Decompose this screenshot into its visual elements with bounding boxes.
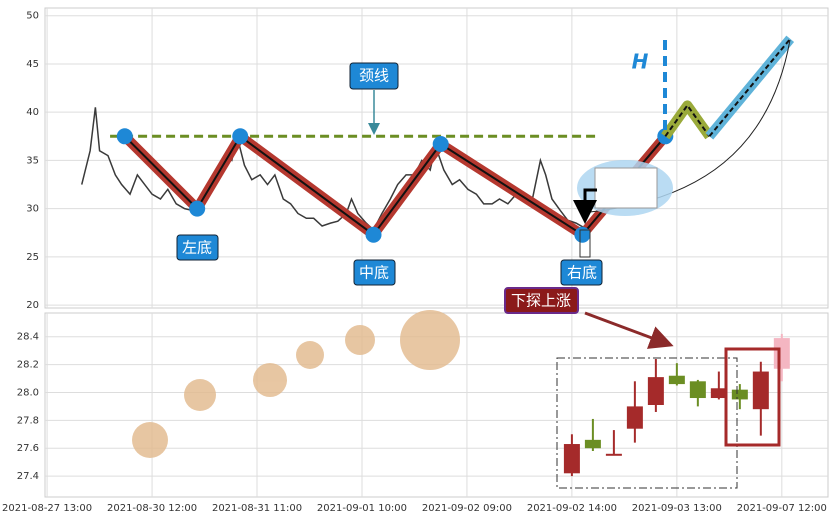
annotation: 颈线 — [359, 67, 389, 85]
candle-body — [731, 389, 748, 400]
pattern-point — [432, 136, 449, 153]
label-box — [504, 287, 579, 314]
box — [724, 347, 781, 447]
x-tick-label: 2021-08-30 12:00 — [107, 503, 197, 514]
y-tick-label: 27.6 — [17, 443, 39, 454]
y-tick-label: 30 — [26, 204, 39, 215]
annotation: 中底 — [359, 264, 389, 282]
candle-body — [563, 444, 580, 474]
y-tick-label: 27.8 — [17, 415, 39, 426]
price-line — [81, 107, 585, 232]
pattern-point — [574, 226, 591, 243]
y-tick-label: 28.4 — [17, 332, 39, 343]
annotation: 左底 — [182, 239, 212, 257]
x-tick-label: 2021-09-01 10:00 — [317, 503, 407, 514]
candle-body — [647, 377, 664, 405]
x-tick-label: 2021-09-07 12:00 — [737, 503, 827, 514]
y-tick-label: 25 — [26, 252, 39, 263]
candle-body — [668, 375, 685, 385]
x-tick-label: 2021-08-27 13:00 — [2, 503, 92, 514]
label-box — [349, 62, 399, 90]
pattern-core — [664, 103, 711, 137]
pattern-core — [708, 38, 791, 137]
decorations — [132, 39, 791, 489]
arrow — [584, 311, 674, 349]
annotation: H — [632, 50, 649, 74]
y-tick-label: 28.0 — [17, 387, 39, 398]
y-tick-label: 50 — [26, 11, 39, 22]
pattern-point — [189, 200, 206, 217]
label-box — [560, 259, 603, 286]
candle-body — [689, 381, 706, 399]
y-tick-label: 27.4 — [17, 471, 39, 482]
box — [556, 357, 738, 489]
pattern-point — [365, 226, 382, 243]
candle-body — [752, 371, 769, 410]
candle-body — [773, 338, 790, 369]
pattern-point — [116, 128, 133, 145]
candle-body — [584, 439, 601, 449]
y-tick-label: 45 — [26, 59, 39, 70]
y-tick-label: 40 — [26, 107, 39, 118]
pattern-point — [232, 128, 249, 145]
candle-body — [605, 453, 622, 456]
y-tick-label: 35 — [26, 155, 39, 166]
x-tick-label: 2021-09-03 13:00 — [632, 503, 722, 514]
box — [579, 229, 591, 258]
stickers — [132, 310, 460, 458]
x-tick-label: 2021-09-02 14:00 — [527, 503, 617, 514]
x-tick-label: 2021-09-02 09:00 — [422, 503, 512, 514]
annotations: 颈线 左底 中底 右底 H 下探上涨 — [176, 50, 649, 314]
annotation: 右底 — [567, 264, 597, 282]
annotation: 下探上涨 — [511, 292, 571, 310]
label-box — [176, 234, 219, 261]
candle-body — [626, 406, 643, 429]
y-tick-label: 28.2 — [17, 360, 39, 371]
thumbnail — [594, 167, 658, 209]
x-tick-label: 2021-08-31 11:00 — [212, 503, 302, 514]
arrow — [573, 188, 597, 224]
label-box — [353, 259, 396, 286]
candle-body — [710, 388, 727, 399]
y-tick-label: 20 — [26, 300, 39, 311]
